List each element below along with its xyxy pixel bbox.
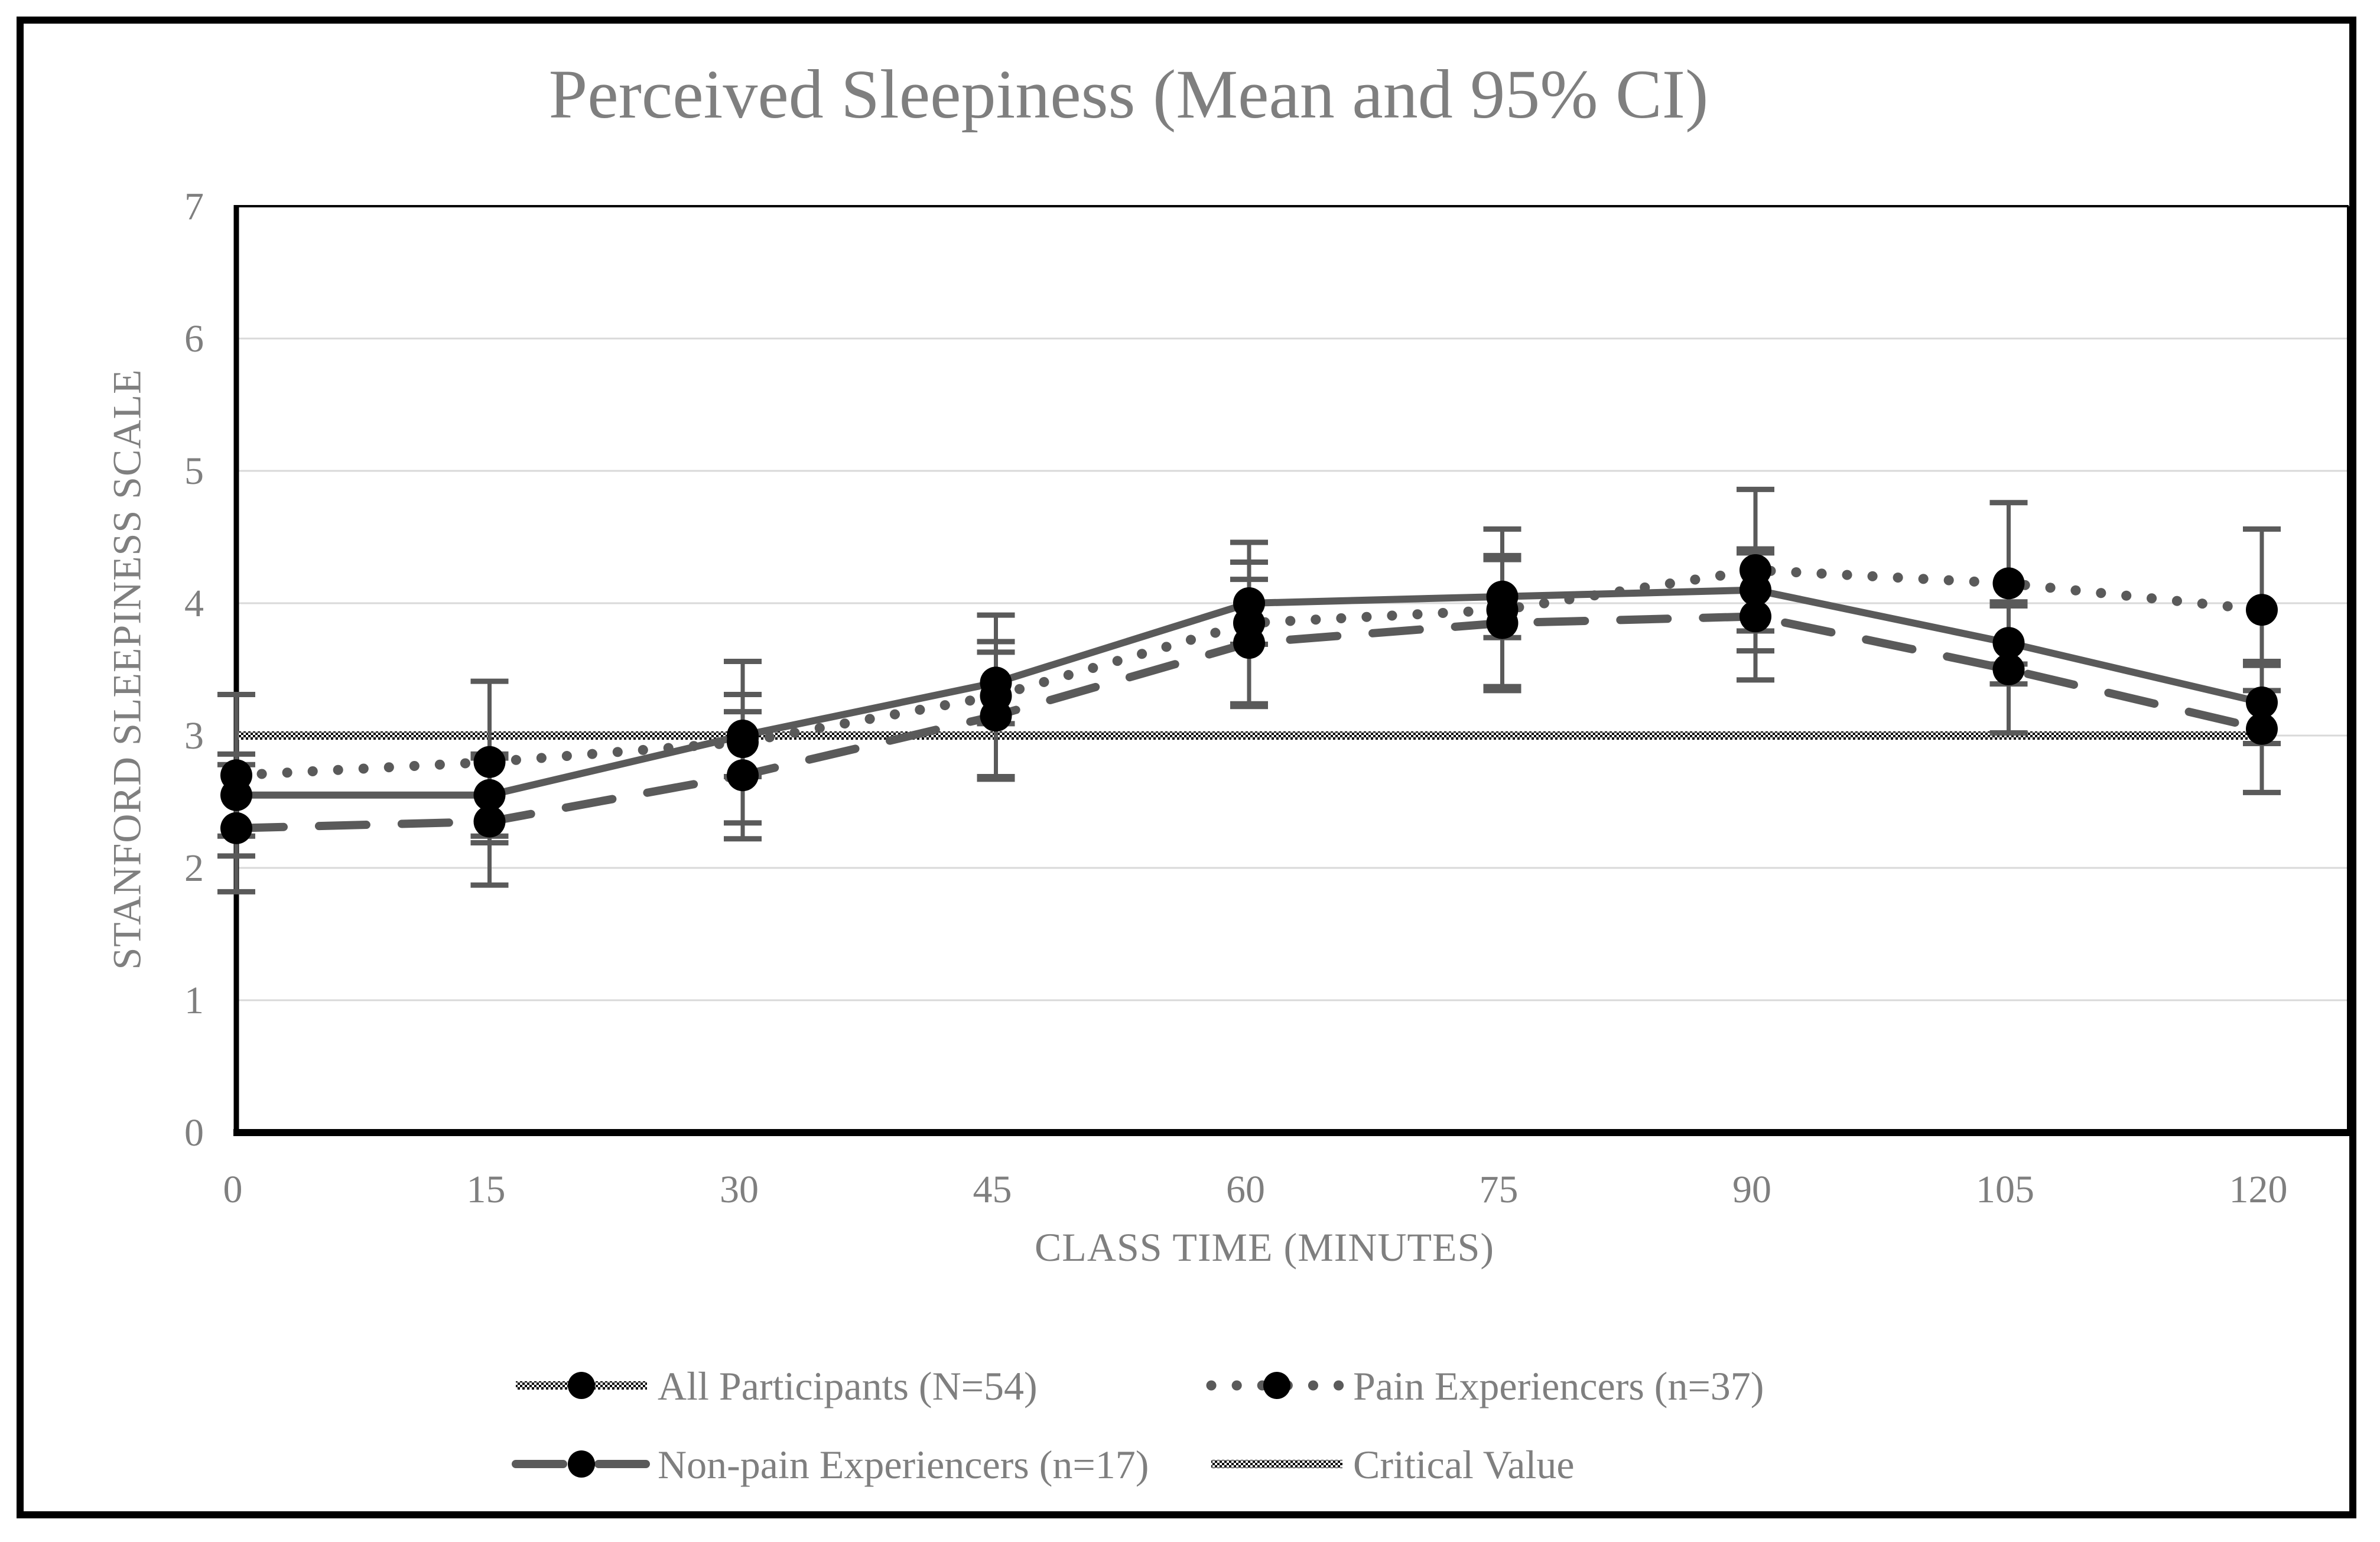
- data-point-marker: [220, 759, 252, 792]
- data-point-marker: [473, 779, 506, 811]
- plot-border: [233, 205, 2350, 1136]
- legend-marker-circle: [1263, 1372, 1290, 1399]
- x-tick-label: 75: [1480, 1168, 1519, 1211]
- data-point-marker: [473, 746, 506, 778]
- y-tick-label: 0: [184, 1111, 204, 1154]
- x-tick-label: 0: [223, 1168, 243, 1211]
- data-point-marker: [727, 726, 759, 759]
- critical-value-band: [236, 731, 2262, 740]
- data-point-marker: [1740, 600, 1771, 633]
- y-tick-label: 5: [184, 450, 204, 493]
- x-tick-label: 45: [973, 1168, 1012, 1211]
- x-axis-title: CLASS TIME (MINUTES): [1034, 1225, 1495, 1270]
- y-tick-label: 4: [184, 582, 204, 625]
- data-point-marker: [2246, 713, 2278, 745]
- chart-title: Perceived Sleepiness (Mean and 95% CI): [548, 56, 1709, 133]
- legend-label: All Participants (N=54): [658, 1364, 1038, 1408]
- legend-label: Non-pain Experiencers (n=17): [658, 1442, 1149, 1487]
- error-bars: [217, 486, 2281, 894]
- y-tick-label: 7: [184, 185, 204, 228]
- data-point-marker: [473, 805, 506, 838]
- data-point-marker: [1740, 554, 1771, 586]
- data-point-marker: [727, 759, 759, 792]
- data-point-marker: [1992, 627, 2025, 659]
- x-tick-labels: 0 15 30 45 60 75 90 105 120: [223, 1168, 2288, 1211]
- data-point-marker: [1233, 627, 1265, 659]
- data-point-marker: [1992, 653, 2025, 685]
- series-pain-experiencers-line: [231, 565, 2267, 780]
- legend-label: Pain Experiencers (n=37): [1353, 1364, 1764, 1408]
- legend-sample-pattern-line: [1211, 1460, 1342, 1468]
- legend-marker-circle: [568, 1372, 595, 1399]
- figure-border: [17, 17, 2356, 1518]
- data-point-marker: [2246, 687, 2278, 718]
- legend-item-solid: All Participants (N=54): [516, 1364, 1038, 1408]
- x-tick-label: 120: [2229, 1168, 2288, 1211]
- x-tick-label: 60: [1226, 1168, 1265, 1211]
- y-tick-label: 6: [184, 317, 204, 360]
- y-tick-label: 3: [184, 714, 204, 757]
- data-point-marker: [1486, 607, 1519, 639]
- y-tick-label: 2: [184, 847, 204, 890]
- legend-marker-circle: [568, 1450, 595, 1478]
- y-tick-labels: 0 1 2 3 4 5 6 7: [184, 185, 204, 1154]
- x-tick-label: 30: [720, 1168, 759, 1211]
- critical-value-line: [236, 731, 2262, 740]
- data-point-marker: [220, 812, 252, 844]
- data-point-marker: [980, 700, 1012, 732]
- x-tick-label: 90: [1732, 1168, 1771, 1211]
- y-tick-label: 1: [184, 979, 204, 1022]
- x-tick-label: 15: [467, 1168, 506, 1211]
- data-point-markers: [220, 554, 2278, 844]
- gridlines: [239, 337, 2348, 1001]
- legend-item-dotted: Pain Experiencers (n=37): [1206, 1364, 1764, 1408]
- x-tick-label: 105: [1976, 1168, 2034, 1211]
- legend: All Participants (N=54) Pain Experiencers…: [512, 1364, 1764, 1487]
- data-point-marker: [1992, 567, 2025, 600]
- legend-label: Critical Value: [1353, 1442, 1575, 1487]
- legend-item-dashed: Non-pain Experiencers (n=17): [512, 1442, 1149, 1487]
- legend-item-pattern: Critical Value: [1211, 1442, 1575, 1487]
- data-point-marker: [2246, 594, 2278, 626]
